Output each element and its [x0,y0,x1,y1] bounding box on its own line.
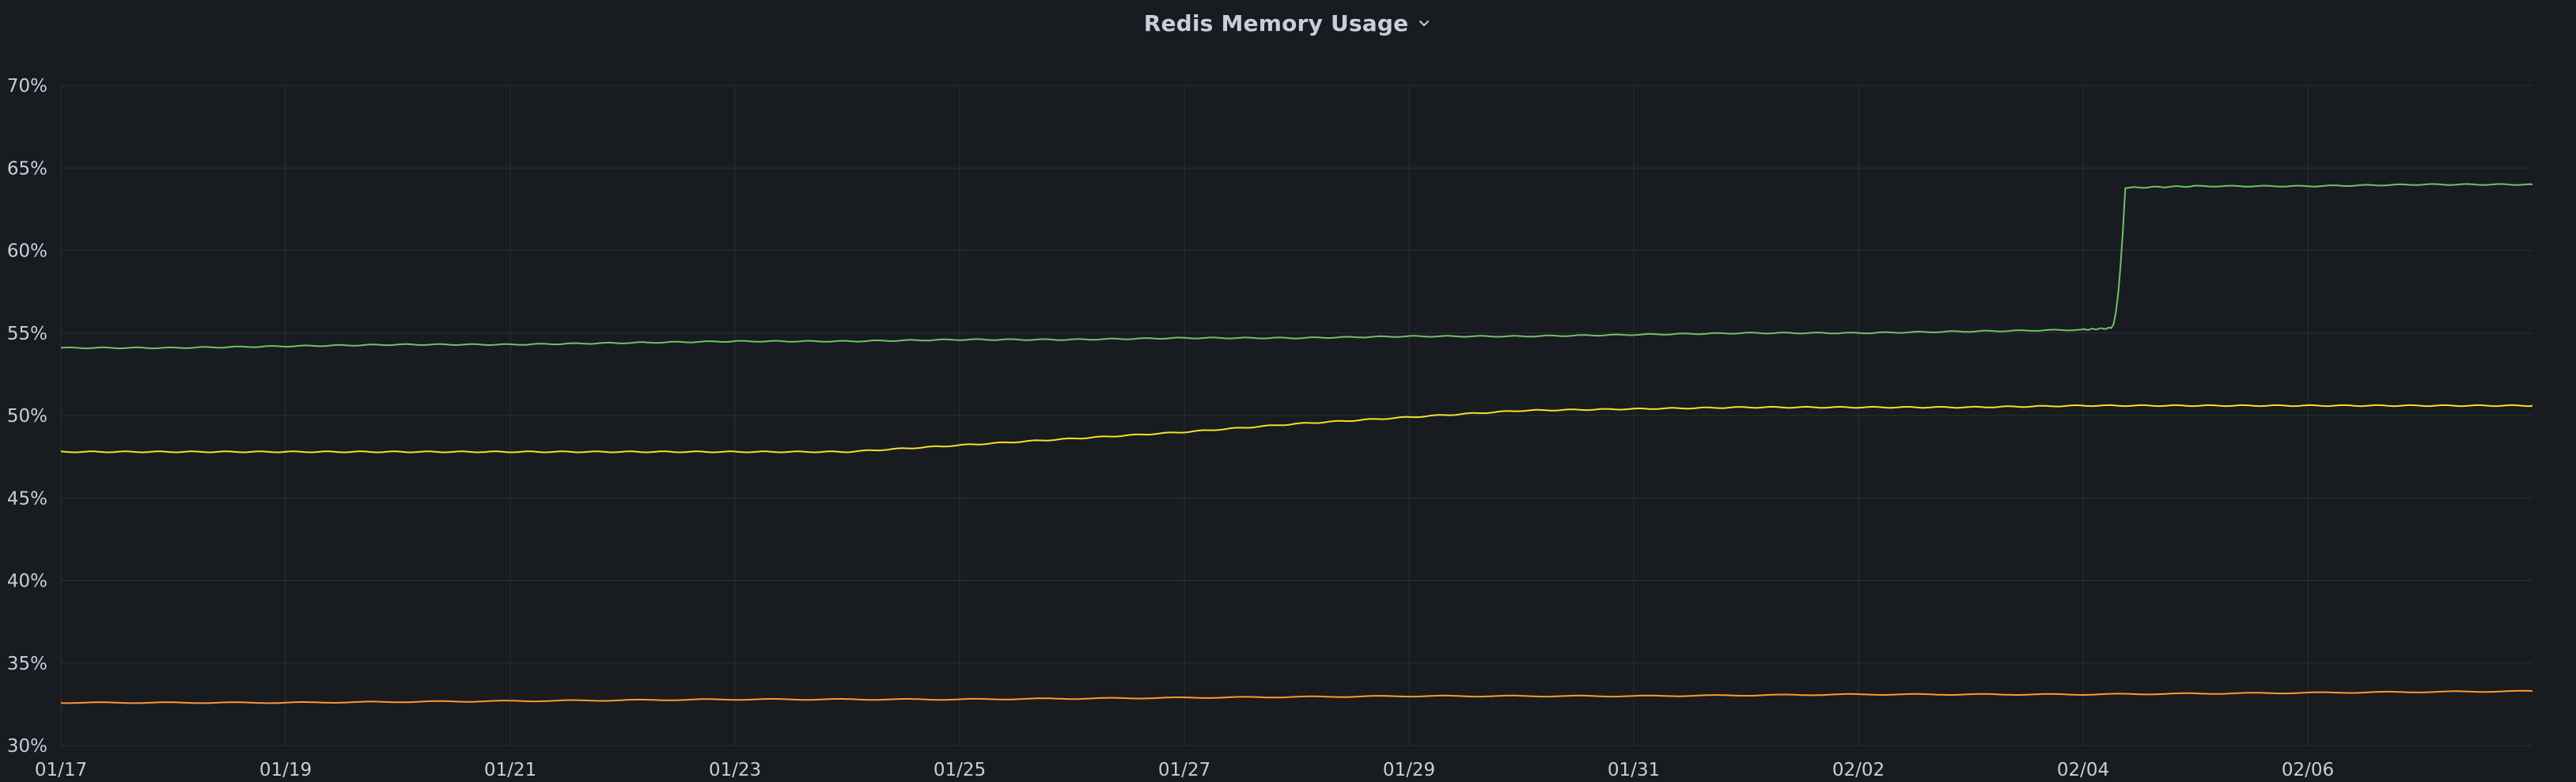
y-axis: 30% 35% 40% 45% 50% 55% 60% 65% 70% [7,76,47,757]
x-tick-label: 01/17 [35,760,87,780]
x-tick-label: 01/19 [259,760,312,780]
y-tick-label: 30% [7,736,47,757]
x-tick-label: 01/31 [1608,760,1660,780]
series-line-2[interactable] [60,689,2533,704]
x-axis: 01/17 01/19 01/21 01/23 01/25 01/27 01/29 01/31… [35,760,2334,780]
panel-title[interactable]: Redis Memory Usage [1143,9,1409,36]
x-tick-label: 02/06 [2282,760,2334,780]
x-tick-label: 01/23 [709,760,761,780]
panel-header[interactable]: Redis Memory Usage [0,0,2576,46]
y-tick-label: 60% [7,241,47,262]
y-tick-label: 35% [7,654,47,674]
x-tick-label: 01/27 [1158,760,1210,780]
y-tick-label: 65% [7,158,47,179]
chevron-down-icon[interactable] [1416,15,1432,31]
series-line-1[interactable] [60,404,2533,454]
x-tick-label: 01/25 [934,760,986,780]
y-tick-label: 40% [7,571,47,592]
x-tick-label: 01/29 [1383,760,1435,780]
x-tick-label: 01/21 [484,760,536,780]
x-tick-label: 02/02 [1832,760,1885,780]
y-tick-label: 50% [7,406,47,427]
series-line-0[interactable] [60,183,2533,350]
chart-grid [60,85,2532,746]
y-tick-label: 45% [7,488,47,509]
series-layer [60,183,2533,704]
y-tick-label: 55% [7,324,47,344]
y-tick-label: 70% [7,76,47,97]
x-tick-label: 02/04 [2057,760,2109,780]
